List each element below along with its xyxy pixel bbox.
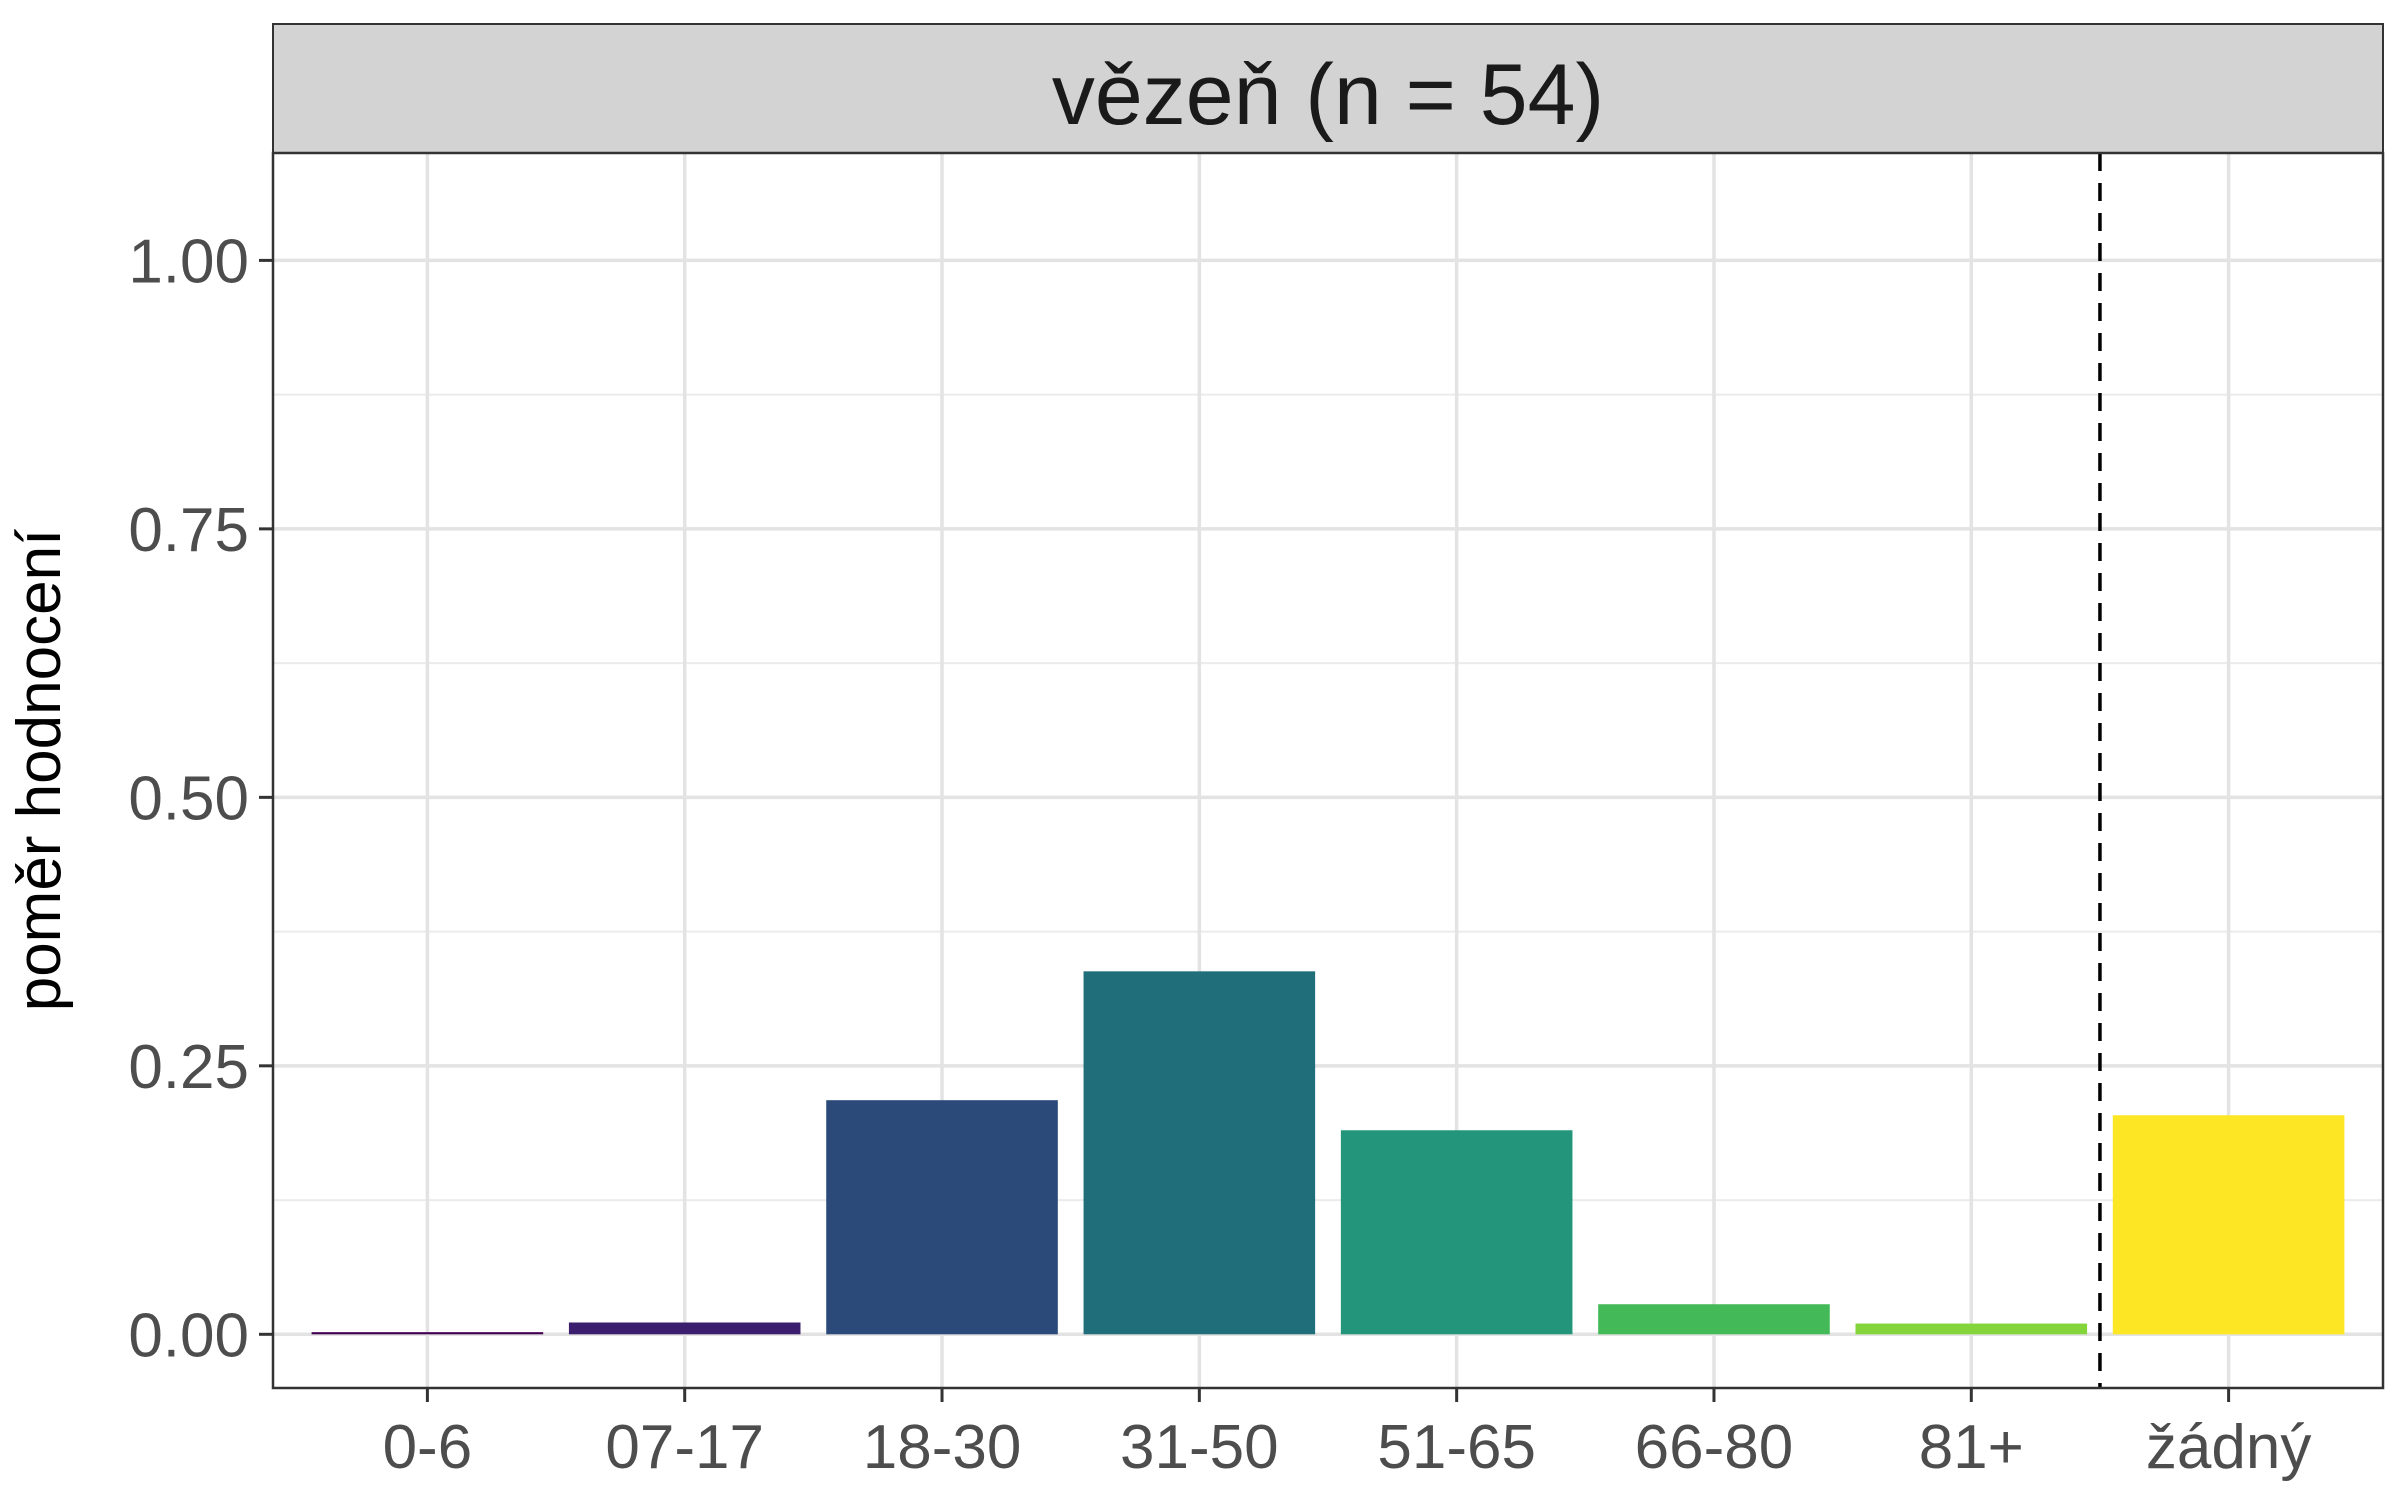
bar-18-30	[826, 1100, 1058, 1335]
y-tick-label: 0.00	[128, 1301, 249, 1370]
facet-title: vězeň (n = 54)	[1052, 47, 1604, 143]
axis-layer: 0.00 0.25 0.50 0.75 1.00 0-6 07-17 18-30 31-50 51…	[128, 227, 2311, 1482]
plot-panel	[273, 153, 2383, 1388]
bar-07-17	[568, 1322, 801, 1335]
bar-66-80	[1598, 1304, 1830, 1335]
plot-border	[271, 151, 2385, 1390]
facet-strip	[272, 23, 2384, 154]
bar-žádný	[2112, 1115, 2345, 1335]
x-tick-label: 07-17	[605, 1413, 764, 1482]
y-tick-label: 0.25	[128, 1033, 249, 1102]
bar-31-50	[1083, 971, 1316, 1335]
x-tick-label: 66-80	[1635, 1413, 1794, 1482]
bar-layer	[311, 971, 2345, 1335]
y-tick-label: 1.00	[128, 227, 249, 296]
y-axis-title: poměr hodnocení	[5, 529, 74, 1012]
x-tick-label: 81+	[1919, 1413, 2024, 1482]
bar-81+	[1855, 1323, 2088, 1335]
y-tick-label: 0.50	[128, 764, 249, 833]
x-tick-label: 0-6	[383, 1413, 473, 1482]
x-tick-label: 18-30	[863, 1413, 1022, 1482]
bar-0-6	[311, 1332, 544, 1335]
bar-51-65	[1340, 1130, 1573, 1335]
grid-layer	[273, 153, 2383, 1388]
x-tick-label: žádný	[2146, 1413, 2311, 1482]
x-tick-label: 51-65	[1377, 1413, 1536, 1482]
y-tick-label: 0.75	[128, 496, 249, 565]
x-tick-label: 31-50	[1120, 1413, 1279, 1482]
